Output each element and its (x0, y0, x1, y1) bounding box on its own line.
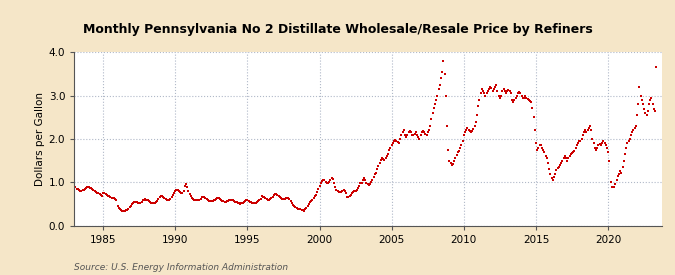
Y-axis label: Dollars per Gallon: Dollars per Gallon (34, 92, 45, 186)
Text: Source: U.S. Energy Information Administration: Source: U.S. Energy Information Administ… (74, 263, 288, 272)
Text: Monthly Pennsylvania No 2 Distillate Wholesale/Resale Price by Refiners: Monthly Pennsylvania No 2 Distillate Who… (82, 23, 593, 36)
